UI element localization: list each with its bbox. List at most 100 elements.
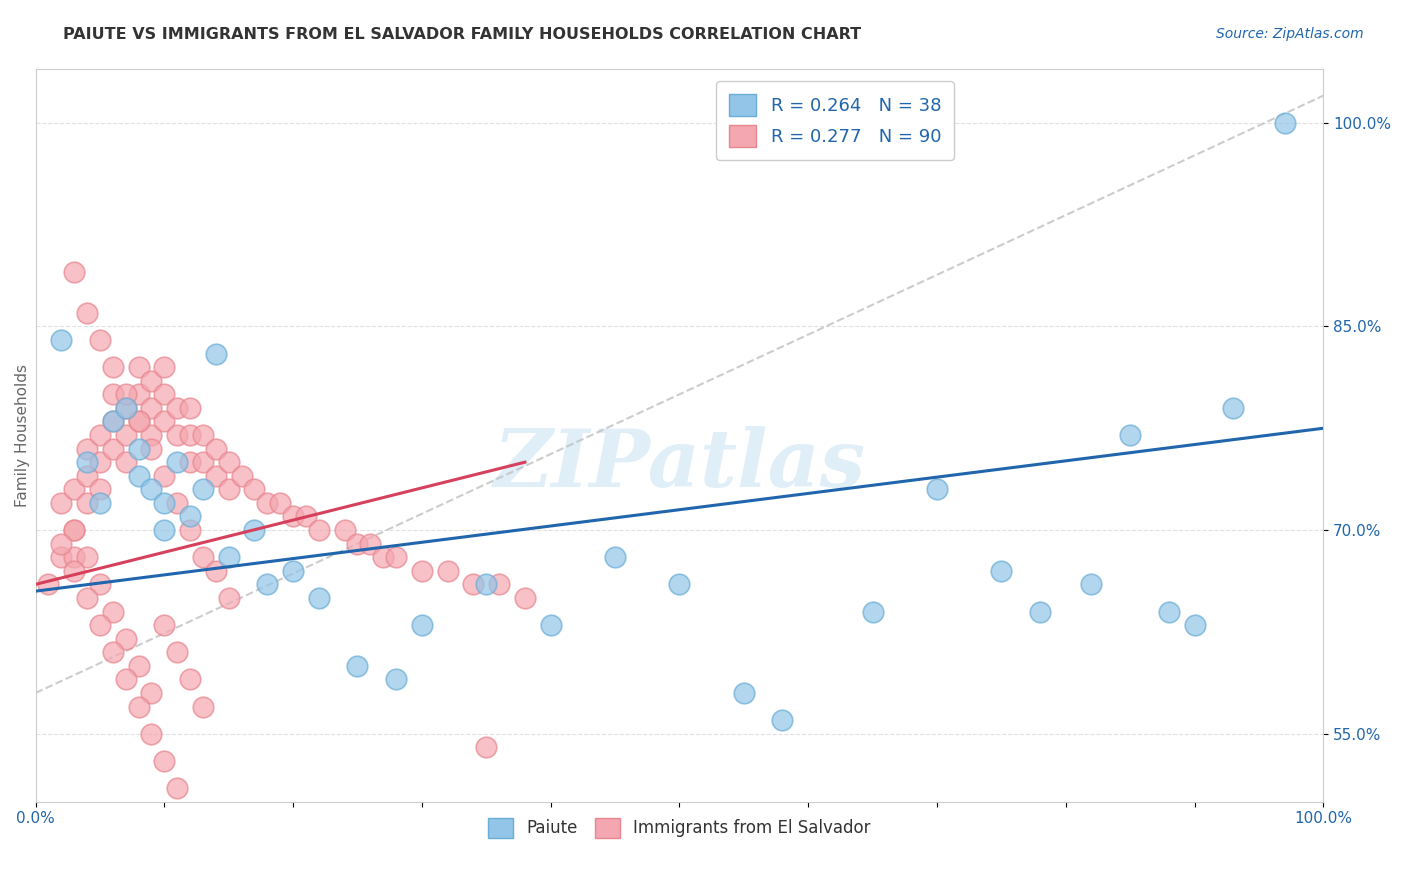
Point [463, 577, 485, 591]
Point [89, 618, 111, 632]
Point [475, 740, 498, 755]
Point [513, 591, 536, 605]
Point [153, 468, 176, 483]
Point [63, 523, 86, 537]
Point [63, 483, 86, 497]
Point [1274, 116, 1296, 130]
Point [166, 780, 188, 795]
Point [256, 577, 278, 591]
Point [385, 550, 408, 565]
Point [89, 428, 111, 442]
Point [153, 523, 176, 537]
Point [166, 496, 188, 510]
Point [308, 591, 330, 605]
Point [76, 591, 98, 605]
Point [89, 496, 111, 510]
Point [191, 550, 214, 565]
Point [166, 645, 188, 659]
Point [990, 564, 1012, 578]
Point [153, 360, 176, 375]
Point [89, 455, 111, 469]
Point [128, 387, 150, 401]
Point [1157, 605, 1180, 619]
Point [76, 306, 98, 320]
Point [166, 401, 188, 415]
Point [191, 455, 214, 469]
Point [862, 605, 884, 619]
Point [128, 415, 150, 429]
Point [101, 605, 124, 619]
Point [114, 673, 136, 687]
Point [51, 550, 73, 565]
Point [218, 455, 240, 469]
Point [668, 577, 690, 591]
Point [179, 401, 201, 415]
Point [436, 564, 458, 578]
Point [141, 442, 163, 456]
Text: PAIUTE VS IMMIGRANTS FROM EL SALVADOR FAMILY HOUSEHOLDS CORRELATION CHART: PAIUTE VS IMMIGRANTS FROM EL SALVADOR FA… [63, 27, 862, 42]
Point [603, 550, 626, 565]
Point [128, 360, 150, 375]
Legend: Paiute, Immigrants from El Salvador: Paiute, Immigrants from El Salvador [482, 811, 877, 845]
Point [346, 658, 368, 673]
Point [411, 618, 433, 632]
Point [179, 509, 201, 524]
Point [243, 483, 266, 497]
Point [89, 577, 111, 591]
Point [114, 632, 136, 646]
Point [166, 455, 188, 469]
Point [179, 673, 201, 687]
Point [114, 428, 136, 442]
Point [205, 564, 228, 578]
Point [76, 550, 98, 565]
Point [191, 428, 214, 442]
Point [281, 564, 304, 578]
Point [308, 523, 330, 537]
Point [191, 699, 214, 714]
Point [218, 483, 240, 497]
Point [269, 496, 291, 510]
Point [166, 428, 188, 442]
Point [101, 360, 124, 375]
Point [373, 550, 395, 565]
Point [114, 401, 136, 415]
Point [128, 699, 150, 714]
Point [37, 577, 59, 591]
Point [231, 468, 253, 483]
Point [256, 496, 278, 510]
Point [179, 523, 201, 537]
Point [51, 333, 73, 347]
Point [475, 577, 498, 591]
Text: ZIPatlas: ZIPatlas [494, 425, 866, 503]
Point [101, 442, 124, 456]
Point [128, 658, 150, 673]
Point [63, 550, 86, 565]
Point [1184, 618, 1206, 632]
Point [540, 618, 562, 632]
Point [281, 509, 304, 524]
Point [205, 346, 228, 360]
Point [141, 727, 163, 741]
Point [141, 686, 163, 700]
Point [101, 415, 124, 429]
Point [63, 523, 86, 537]
Point [295, 509, 318, 524]
Point [76, 455, 98, 469]
Point [153, 618, 176, 632]
Point [128, 442, 150, 456]
Point [385, 673, 408, 687]
Point [153, 415, 176, 429]
Point [101, 415, 124, 429]
Point [179, 455, 201, 469]
Point [243, 523, 266, 537]
Point [128, 468, 150, 483]
Point [1119, 428, 1142, 442]
Point [76, 468, 98, 483]
Point [925, 483, 948, 497]
Point [51, 536, 73, 550]
Point [141, 374, 163, 388]
Point [191, 483, 214, 497]
Point [333, 523, 356, 537]
Point [411, 564, 433, 578]
Point [153, 754, 176, 768]
